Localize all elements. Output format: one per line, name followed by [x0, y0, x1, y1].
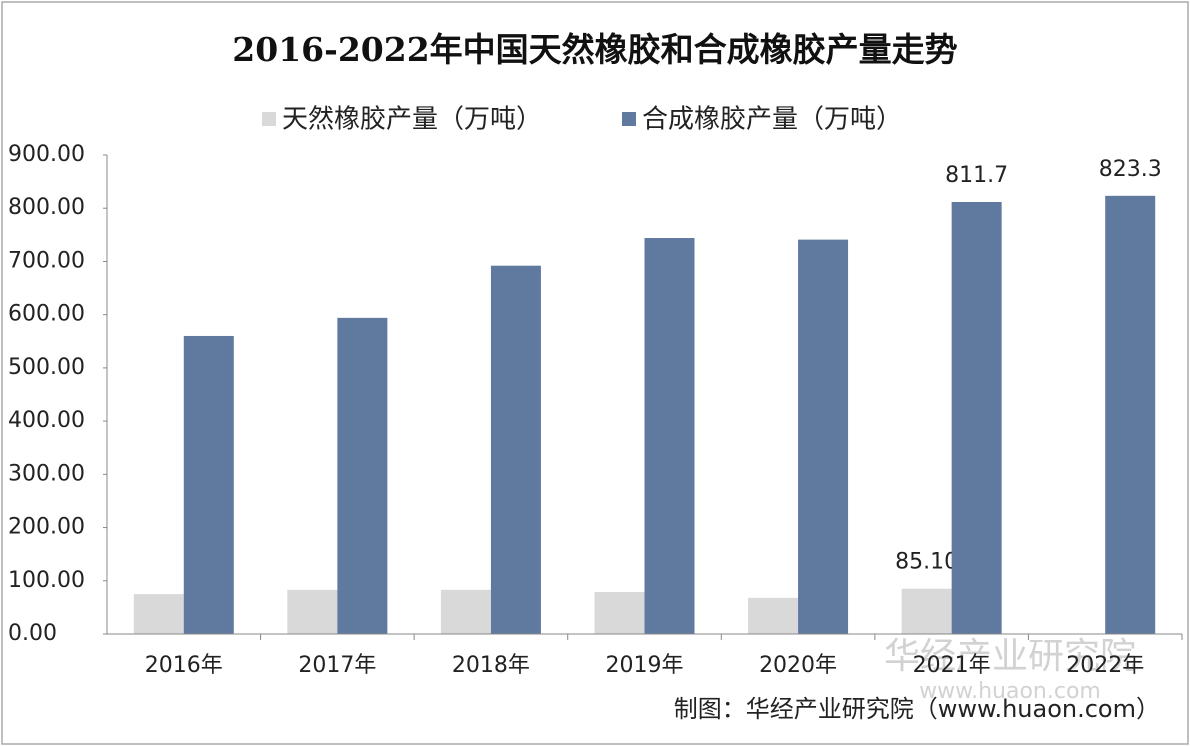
y-tick-label: 900.00 [8, 142, 85, 167]
y-tick-label: 400.00 [8, 408, 85, 433]
y-tick-label: 800.00 [8, 195, 85, 220]
y-tick-label: 100.00 [8, 568, 85, 593]
data-label: 823.3 [1099, 157, 1162, 182]
bar [1105, 195, 1156, 634]
y-tick-label: 500.00 [8, 355, 85, 380]
bar [798, 239, 849, 634]
y-tick-label: 0.00 [8, 621, 57, 646]
y-tick-label: 200.00 [8, 515, 85, 540]
bar [748, 597, 799, 634]
bar [594, 591, 645, 634]
y-tick-label: 600.00 [8, 302, 85, 327]
x-tick-label: 2016年 [145, 653, 223, 678]
legend-label: 天然橡胶产量（万吨） [282, 105, 542, 135]
bar [644, 238, 695, 634]
watermark: 华经产业研究院 [884, 636, 1136, 677]
chart-title: 2016-2022年中国天然橡胶和合成橡胶产量走势 [232, 30, 957, 69]
x-tick-label: 2021年 [913, 653, 991, 678]
bar [440, 589, 491, 634]
bar [337, 317, 388, 634]
x-tick-label: 2019年 [606, 653, 684, 678]
x-tick-label: 2020年 [759, 653, 837, 678]
legend-swatch [622, 112, 636, 126]
data-label: 85.10 [895, 550, 958, 575]
x-tick-label: 2017年 [298, 653, 376, 678]
bar [287, 589, 338, 634]
y-tick-label: 700.00 [8, 248, 85, 273]
bar [951, 201, 1002, 634]
legend-label: 合成橡胶产量（万吨） [642, 105, 902, 135]
bar [490, 265, 541, 634]
source-note: 制图：华经产业研究院（www.huaon.com） [674, 695, 1160, 723]
watermark: www.huaon.com [919, 679, 1101, 704]
data-label: 811.7 [945, 163, 1008, 188]
bar [183, 335, 234, 634]
x-tick-label: 2018年 [452, 653, 530, 678]
legend-swatch [262, 112, 276, 126]
bar [901, 588, 952, 634]
x-tick-label: 2022年 [1066, 653, 1144, 678]
bar [133, 594, 184, 634]
y-tick-label: 300.00 [8, 461, 85, 486]
